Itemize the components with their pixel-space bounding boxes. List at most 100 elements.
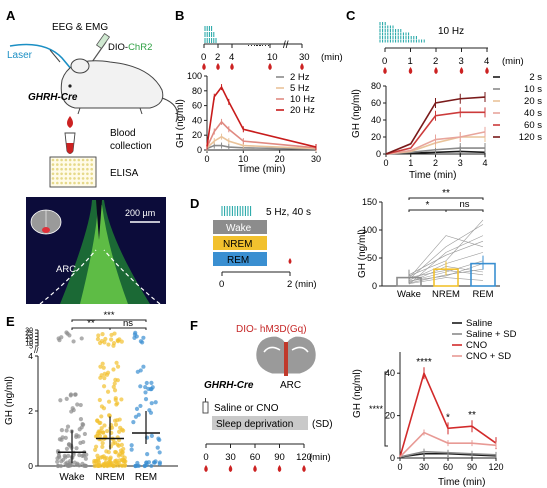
data-point	[107, 413, 112, 418]
data-point	[93, 434, 99, 439]
sig-label: ns	[123, 318, 133, 329]
plate-well	[81, 163, 85, 166]
stim-pulses-b	[204, 26, 217, 43]
legend-label: CNO + SD	[466, 351, 511, 362]
sig-bracket	[445, 209, 484, 212]
plate-well	[90, 158, 93, 162]
data-point	[95, 453, 100, 458]
data-point	[116, 453, 121, 458]
timeline-tick-label: 30	[299, 52, 310, 63]
y-tick-label: 0	[28, 461, 33, 471]
data-point	[57, 455, 62, 460]
plate-well	[64, 177, 68, 180]
x-tick-label: 10	[238, 154, 248, 164]
data-point	[65, 424, 71, 429]
data-point	[74, 446, 79, 451]
state-nrem-box	[213, 236, 267, 250]
x-tick-label: NREM	[95, 472, 124, 483]
data-point	[58, 398, 63, 403]
data-point	[109, 337, 114, 342]
state-wake-box	[213, 220, 267, 234]
data-point	[104, 455, 109, 461]
d-stim-label: 5 Hz, 40 s	[266, 207, 311, 218]
blood-drop-icon	[228, 465, 233, 472]
y-tick-label: 4	[28, 351, 33, 361]
data-point	[60, 435, 65, 440]
data-point	[111, 341, 117, 346]
data-point	[100, 361, 105, 366]
timeline-dots: ·····	[247, 40, 262, 50]
legend-label: 60 s	[524, 120, 542, 131]
data-point	[113, 396, 118, 401]
d-ylabel: GH (ng/ml)	[357, 229, 368, 278]
y-tick-label: 60	[371, 98, 381, 108]
plate-well	[77, 167, 81, 171]
timeline-tick-label: 60	[250, 452, 261, 463]
sig-bracket	[71, 319, 147, 322]
data-point	[72, 460, 77, 465]
plate-well	[73, 177, 76, 180]
state-rem-label: REM	[227, 255, 249, 266]
sig-label: *	[426, 200, 430, 211]
plate-well	[81, 172, 85, 176]
data-point	[138, 339, 143, 344]
data-point	[71, 339, 76, 344]
sig-label: ns	[459, 199, 469, 210]
data-point	[80, 422, 86, 427]
panel-b: B 0 2 4 10 30··········// (min) 0 10 20 3002040…	[175, 8, 343, 175]
data-point	[145, 452, 150, 457]
legend-label: Saline + SD	[466, 329, 517, 340]
panel-b-letter: B	[175, 8, 184, 23]
data-point	[136, 463, 141, 468]
plate-well	[56, 172, 59, 176]
data-point	[63, 435, 68, 440]
plate-well	[64, 181, 68, 185]
data-point	[82, 431, 87, 437]
plate-well	[60, 177, 63, 180]
data-point	[104, 372, 110, 377]
plate-well	[73, 181, 76, 185]
data-point	[77, 427, 82, 432]
y-tick-label: 0	[390, 453, 395, 463]
plate-well	[77, 172, 81, 176]
f-arc-label: ARC	[280, 380, 301, 391]
data-point	[102, 463, 107, 468]
data-point	[101, 384, 107, 389]
plate-well	[60, 163, 63, 166]
plate-well	[68, 163, 72, 166]
blood-drop-icon	[202, 63, 206, 70]
y-tick-label: 20	[192, 130, 202, 140]
axis-break-mark: //	[34, 346, 39, 355]
timeline-tick-label: 0	[203, 452, 208, 463]
data-point	[106, 342, 111, 347]
y-tick-label: 5	[29, 344, 33, 351]
data-point	[78, 402, 83, 408]
data-point	[129, 447, 134, 452]
data-point	[112, 381, 117, 386]
data-point	[99, 404, 105, 409]
timeline-unit-f: (min)	[309, 452, 331, 463]
panel-f: F DIO- hM3D(Gq) GHRH-Cre ARC Saline or C…	[190, 318, 517, 488]
y-tick-label: 60	[192, 101, 202, 111]
sig-label: *	[446, 412, 450, 423]
paired-line	[408, 235, 484, 279]
y-tick-label: 0	[376, 149, 381, 159]
data-point	[103, 336, 108, 342]
legend-label: 120 s	[519, 132, 542, 143]
timeline-tick-label: 0	[382, 56, 387, 67]
data-point	[119, 397, 124, 402]
collection-label: collection	[110, 141, 152, 152]
data-point	[75, 402, 80, 407]
sig-label: **	[468, 410, 476, 421]
brain-inset-icon	[30, 209, 62, 235]
plate-well	[90, 172, 93, 176]
data-point	[59, 335, 64, 340]
blood-drop-icon	[204, 465, 208, 472]
plate-well	[90, 167, 93, 171]
y-tick-label: 40	[385, 368, 395, 378]
data-point	[113, 422, 119, 427]
data-point	[149, 401, 154, 406]
data-point	[93, 458, 98, 464]
e-ylabel: GH (ng/ml)	[4, 376, 15, 425]
plate-well	[68, 177, 72, 180]
